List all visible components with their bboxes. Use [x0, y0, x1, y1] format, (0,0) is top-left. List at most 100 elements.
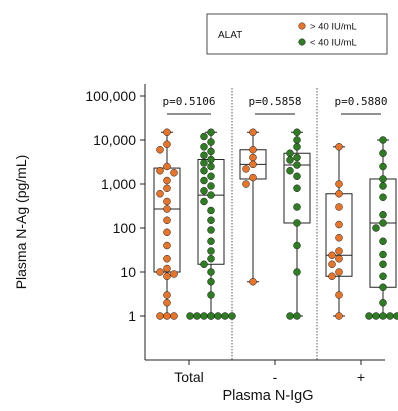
group-2-low-point-8	[372, 224, 380, 232]
group-0-low-point-31	[186, 312, 194, 320]
legend-low-dot	[298, 38, 306, 46]
group-0-high-point-21	[163, 312, 171, 320]
group-0-low-point-8	[207, 162, 215, 171]
group-0-low-point-14	[207, 191, 215, 199]
group-1-high-point-7	[249, 278, 257, 286]
group-1-low-point-5	[286, 156, 294, 164]
y-tick-label-2: 100	[113, 220, 137, 236]
group-1-high-point-5	[249, 173, 257, 182]
group-0-high-point-10	[163, 205, 171, 213]
group-1-high-point-2	[249, 153, 257, 162]
group-2-low-point-4	[379, 182, 387, 190]
group-1-low-point-13	[293, 268, 301, 276]
group-2-high-point-7	[328, 251, 336, 260]
group-2-low-point-12	[379, 272, 387, 281]
group-0-low-point-23	[207, 268, 215, 276]
y-tick-label-3: 1,000	[101, 176, 136, 192]
group-0-high-point-6	[163, 176, 171, 185]
group-0-low-point-28	[214, 312, 222, 320]
group-2-low-point-5	[379, 193, 387, 201]
group-2-high-point-10	[335, 268, 343, 276]
group-0-high-point-12	[163, 228, 171, 237]
y-axis-title: Plasma N-Ag (pg/mL)	[13, 155, 29, 290]
group-0-high-point-20	[163, 299, 171, 307]
group-1-low-point-10	[293, 203, 301, 211]
group-2-low-point-18	[365, 312, 373, 320]
group-0-low-point-5	[200, 151, 208, 160]
group-0-high-point-16	[156, 268, 164, 276]
group-0-high-point-23	[170, 312, 178, 320]
group-2-low-point-1	[379, 149, 387, 157]
p-value-0: p=0.5106	[163, 95, 216, 108]
legend-frame	[206, 13, 388, 55]
group-1-high-point-0	[249, 128, 257, 137]
y-tick-label-4: 10,000	[93, 132, 136, 148]
group-1-high-point-4	[242, 165, 250, 173]
legend-high-label: > 40 IU/mL	[310, 22, 357, 33]
group-1-low-point-14	[293, 312, 301, 320]
group-0-high-point-11	[163, 216, 171, 225]
group-0-low-point-27	[200, 312, 208, 320]
group-0-low-point-17	[207, 216, 215, 225]
group-0-low-point-6	[207, 155, 215, 164]
group-2-high-point-4	[335, 220, 343, 229]
group-0-low-point-24	[207, 278, 215, 286]
legend-title: ALAT	[218, 30, 242, 41]
x-axis-title: Plasma N-IgG	[222, 388, 313, 404]
p-values: p=0.5106 p=0.5858 p=0.5880	[163, 95, 388, 115]
group-0-high-point-17	[170, 270, 178, 278]
group-0-high-point-22	[156, 312, 164, 320]
group-2-low-point-3	[379, 175, 387, 183]
group-0-low-point-21	[207, 255, 215, 263]
group-1-low-point-12	[293, 241, 301, 250]
group-0-low-point-15	[200, 197, 208, 206]
group-1-low-point-3	[286, 149, 294, 157]
group-0-high-point-14	[163, 255, 171, 263]
group-2-low-point-6	[379, 211, 387, 219]
group-0-low-point-16	[207, 206, 215, 215]
group-1-low-point-15	[286, 312, 294, 320]
group-1-low-point-4	[293, 153, 301, 162]
legend-high-dot	[298, 22, 306, 30]
group-0-low-point-4	[207, 147, 215, 156]
group-1-high-point-3	[249, 160, 257, 169]
group-0-high-point-0	[163, 128, 171, 137]
group-2-high-point-11	[328, 272, 336, 281]
group-0-high-point-9	[163, 197, 171, 206]
x-ticks: Total - +	[174, 360, 365, 385]
group-2-high-point-6	[335, 247, 343, 255]
group-2-high-point-13	[335, 312, 343, 320]
x-tick-label-0: Total	[174, 369, 204, 385]
legend: ALAT > 40 IU/mL < 40 IU/mL	[206, 13, 388, 55]
group-0-high-point-15	[163, 264, 171, 273]
group-0-high-point-2	[156, 146, 164, 154]
group-2-low-point-2	[379, 162, 387, 171]
group-0-low-point-13	[200, 187, 208, 195]
group-1-low-point-2	[293, 143, 301, 151]
group-0-high-point-19	[163, 291, 171, 299]
group-2-high-point-9	[328, 260, 336, 269]
y-ticks: 1 10 100 1,000 10,000 100,000	[85, 88, 145, 324]
group-2-low-point-7	[379, 219, 387, 227]
group-2-low-point-17	[386, 312, 394, 320]
group-2-low-point-13	[379, 283, 387, 292]
group-0-low-point-19	[207, 237, 215, 245]
group-1-low-point-11	[293, 219, 301, 227]
p-value-2: p=0.5880	[335, 95, 388, 108]
group-2-high-point-3	[335, 203, 343, 211]
y-tick-label-1: 10	[120, 264, 136, 280]
group-2-low-point-15	[379, 312, 387, 320]
group-2-low-point-11	[379, 260, 387, 269]
x-tick-label-1: -	[273, 369, 278, 385]
group-2-low-point-16	[372, 312, 380, 320]
group-0-low-point-29	[193, 312, 201, 320]
group-0-low-point-30	[221, 312, 229, 320]
group-0-high-point-3	[163, 162, 171, 171]
group-0-low-point-33	[207, 312, 215, 320]
group-1-low-point-0	[293, 128, 301, 137]
group-0-low-point-18	[207, 226, 215, 234]
group-1-low-point-1	[293, 136, 301, 144]
group-0-low-point-25	[207, 291, 215, 299]
group-0-low-point-7	[200, 159, 208, 167]
group-2-high-point-2	[335, 190, 343, 198]
